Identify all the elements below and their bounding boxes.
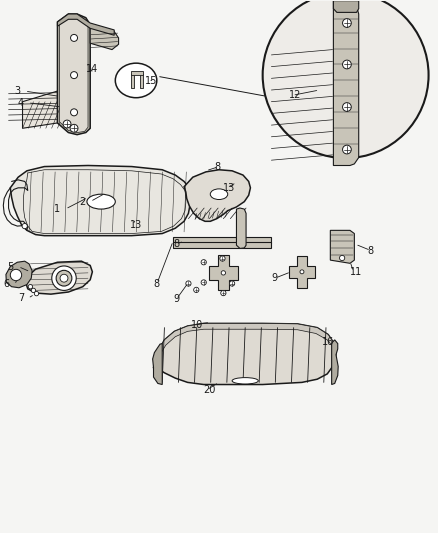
Text: 8: 8 [367, 246, 374, 255]
Polygon shape [152, 344, 162, 384]
Text: 11: 11 [350, 267, 362, 277]
Polygon shape [153, 324, 336, 384]
Polygon shape [158, 324, 335, 355]
Text: 8: 8 [215, 161, 221, 172]
Circle shape [63, 120, 71, 128]
Circle shape [186, 281, 191, 286]
Circle shape [34, 292, 39, 296]
Polygon shape [184, 169, 251, 221]
Circle shape [230, 281, 235, 286]
Circle shape [343, 19, 351, 27]
Ellipse shape [87, 194, 115, 209]
Circle shape [28, 285, 32, 289]
Polygon shape [57, 14, 114, 35]
Polygon shape [57, 14, 90, 135]
Circle shape [71, 109, 78, 116]
Polygon shape [60, 17, 88, 133]
Polygon shape [173, 242, 272, 248]
Text: 5: 5 [7, 262, 14, 271]
Text: 13: 13 [130, 220, 142, 230]
Ellipse shape [115, 63, 157, 98]
Circle shape [71, 35, 78, 42]
Circle shape [70, 124, 78, 132]
Polygon shape [22, 91, 57, 128]
Text: 4: 4 [17, 98, 23, 108]
Circle shape [343, 103, 351, 111]
Text: 14: 14 [86, 64, 98, 74]
Polygon shape [209, 255, 238, 290]
Polygon shape [173, 237, 272, 243]
Text: 15: 15 [145, 77, 157, 86]
Text: 20: 20 [204, 385, 216, 395]
Text: 2: 2 [80, 197, 86, 207]
Circle shape [300, 270, 304, 274]
Circle shape [220, 256, 225, 261]
Polygon shape [131, 74, 134, 88]
Circle shape [194, 287, 199, 293]
Polygon shape [6, 261, 32, 288]
Polygon shape [333, 1, 359, 165]
Text: 16: 16 [321, 337, 334, 347]
Polygon shape [90, 25, 119, 50]
Circle shape [221, 290, 226, 296]
Text: 8: 8 [173, 239, 179, 249]
Polygon shape [140, 74, 143, 88]
Polygon shape [131, 71, 143, 75]
Text: 13: 13 [223, 183, 236, 193]
Circle shape [263, 0, 428, 158]
Ellipse shape [232, 377, 258, 384]
Polygon shape [289, 256, 315, 288]
Polygon shape [332, 340, 338, 384]
Polygon shape [330, 230, 354, 263]
Text: 9: 9 [173, 294, 179, 304]
Text: 7: 7 [18, 293, 25, 303]
Circle shape [339, 255, 345, 261]
Circle shape [201, 280, 206, 285]
Text: 3: 3 [14, 86, 20, 96]
Text: 8: 8 [153, 279, 159, 288]
Circle shape [31, 288, 35, 293]
Polygon shape [333, 1, 359, 12]
Polygon shape [26, 261, 92, 294]
Circle shape [71, 71, 78, 78]
Polygon shape [237, 208, 246, 248]
Text: 6: 6 [4, 279, 10, 288]
Text: 9: 9 [272, 273, 278, 283]
Circle shape [56, 270, 72, 286]
Circle shape [221, 271, 226, 275]
Circle shape [201, 260, 206, 265]
Circle shape [60, 274, 68, 282]
Polygon shape [11, 165, 191, 236]
Text: 12: 12 [289, 90, 301, 100]
Text: 1: 1 [53, 204, 60, 214]
Circle shape [22, 223, 27, 229]
Circle shape [343, 60, 351, 69]
Circle shape [11, 269, 21, 281]
Circle shape [52, 266, 76, 290]
Circle shape [343, 145, 351, 154]
Ellipse shape [210, 189, 228, 199]
Text: 10: 10 [191, 320, 203, 330]
